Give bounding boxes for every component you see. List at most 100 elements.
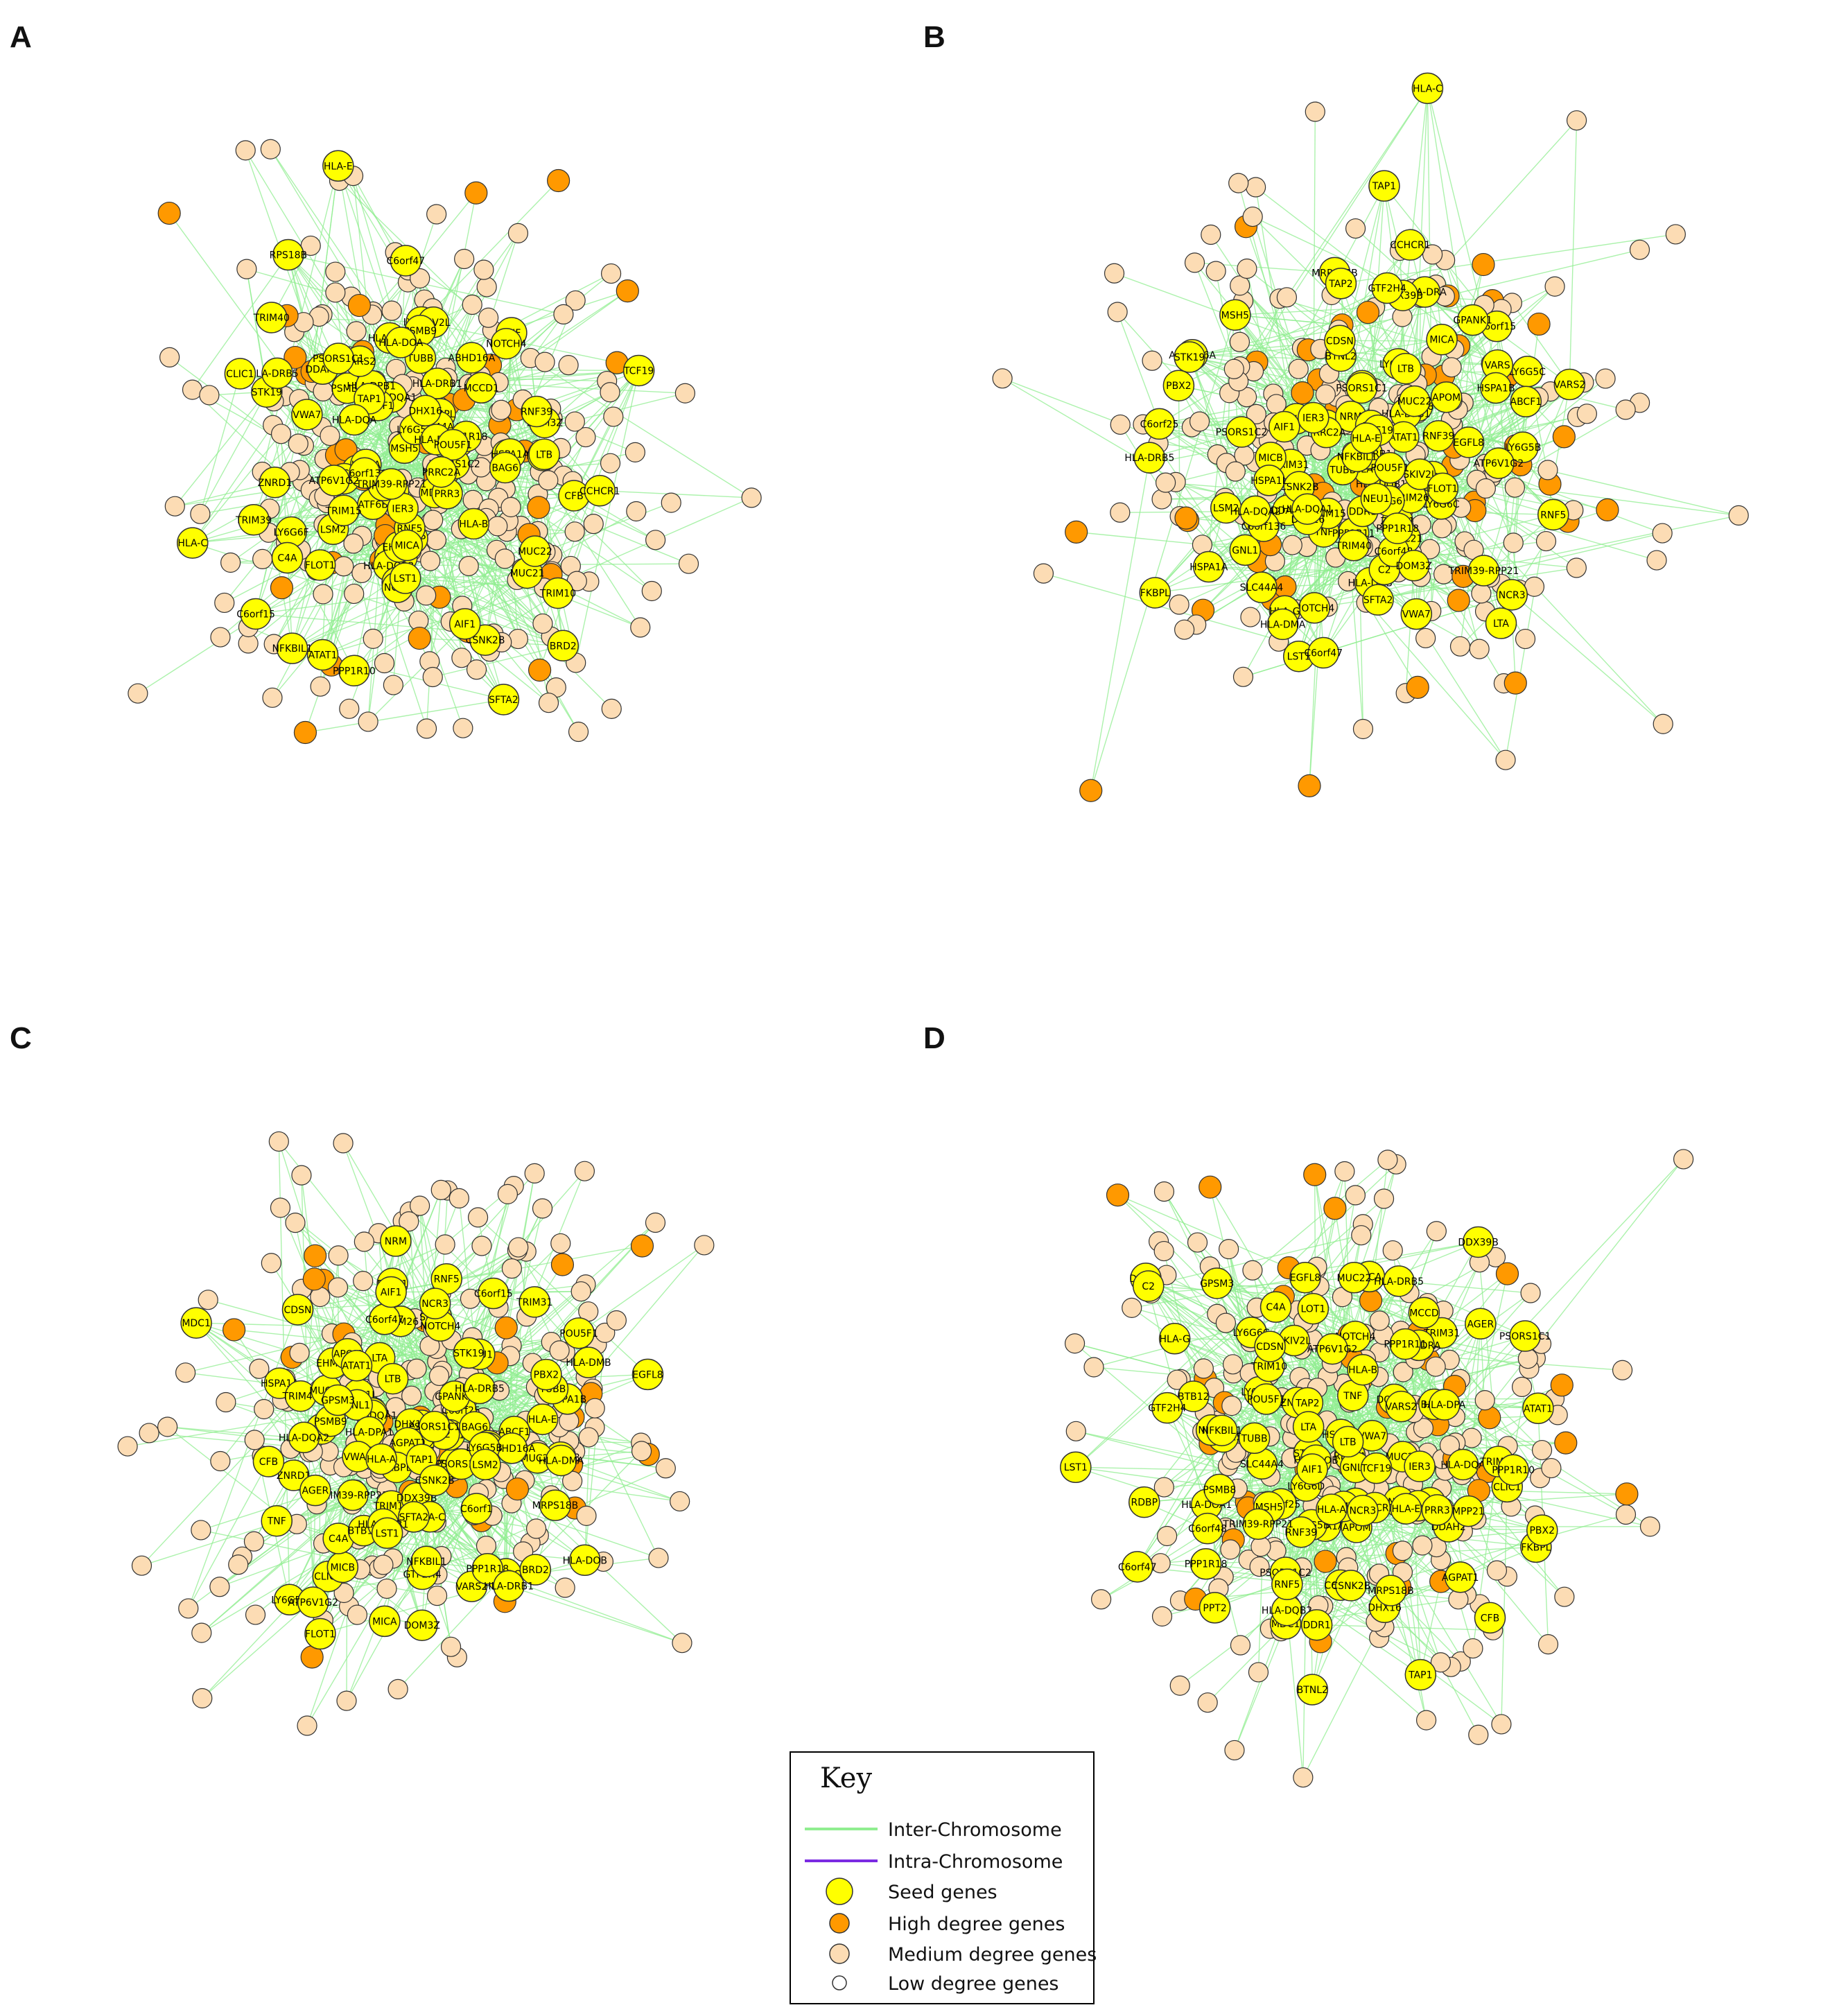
high-degree-gene-node [1356, 300, 1380, 324]
medium-degree-gene-node [648, 1547, 669, 1568]
seed-gene-label: NCR3 [1499, 590, 1526, 601]
seed-gene-node: NCR3 [1496, 579, 1528, 611]
seed-gene-circle [425, 456, 457, 488]
medium-degree-gene-node [1225, 461, 1246, 482]
seed-gene-node: HLA-A [1316, 1493, 1348, 1525]
inter-chromosome-edge [200, 373, 241, 514]
seed-gene-label: RNF5 [1540, 510, 1566, 521]
seed-gene-node: CFB [1474, 1602, 1506, 1634]
seed-gene-node: TRIM10 [539, 577, 576, 609]
seed-gene-label: C6orf15 [474, 1289, 513, 1300]
medium-degree-gene-node [285, 1213, 306, 1233]
seed-gene-node: C2 [1132, 1270, 1165, 1302]
seed-gene-label: PSORS1C1 [1499, 1331, 1551, 1342]
seed-gene-node: BRD2 [547, 630, 579, 662]
seed-gene-label: TAP2 [1328, 279, 1352, 290]
seed-gene-label: TRIM15 [325, 505, 362, 517]
medium-degree-gene-node [645, 1212, 666, 1233]
medium-degree-gene-node [1219, 1239, 1239, 1260]
high-degree-gene-node [1503, 671, 1527, 695]
seed-gene-label: TRIM39 [235, 515, 272, 526]
inter-chromosome-edge [1569, 120, 1578, 385]
medium-degree-gene-node [1334, 1161, 1355, 1182]
seed-gene-label: IER3 [392, 503, 414, 514]
medium-degree-gene-node [625, 442, 645, 462]
medium-degree-gene-node [565, 290, 586, 311]
seed-gene-circle [338, 404, 370, 436]
seed-gene-circle [584, 475, 616, 507]
medium-degree-gene-node [1415, 1710, 1437, 1731]
inter-chromosome-edge [354, 490, 600, 671]
seed-gene-label: TAP1 [1372, 181, 1396, 192]
medium-degree-gene-node [1315, 384, 1336, 405]
seed-gene-circle [490, 327, 523, 360]
legend-label: Inter-Chromosome [888, 1819, 1062, 1841]
medium-degree-gene-node [289, 1342, 310, 1363]
seed-gene-node: RPS18B [270, 239, 307, 271]
medium-degree-gene-node [426, 1586, 448, 1606]
seed-gene-label: SFTA2 [1363, 595, 1393, 606]
seed-gene-node: NEU1 [1360, 483, 1393, 514]
medium-degree-gene-node [422, 666, 443, 688]
seed-gene-label: IER3 [1302, 413, 1325, 424]
seed-gene-label: CFB [1481, 1613, 1499, 1624]
legend-entry-high-degree: High degree genes [791, 1909, 1093, 1937]
seed-gene-node: HLA-C [176, 527, 209, 559]
seed-gene-circle [465, 372, 498, 404]
seed-gene-circle [421, 367, 453, 399]
orange-circle-icon [829, 1913, 850, 1934]
seed-gene-label: ATP6V1G2 [309, 476, 360, 487]
medium-degree-gene-node [117, 1436, 138, 1457]
seed-gene-label: C6orf25 [1140, 419, 1179, 430]
seed-gene-label: HSPA1L [1250, 476, 1287, 487]
seed-gene-circle [521, 395, 552, 428]
high-degree-gene-node [1079, 779, 1103, 802]
seed-gene-node: POU5F1 [434, 428, 472, 461]
medium-degree-gene-node [1544, 276, 1565, 297]
high-degree-gene-node [1554, 1431, 1578, 1455]
seed-gene-label: LSM2 [472, 1459, 498, 1471]
medium-degree-gene-node [578, 1427, 599, 1448]
medium-degree-gene-node [670, 1491, 690, 1512]
seed-gene-label: MUC22 [1337, 1273, 1372, 1284]
seed-gene-node: HLA-E [526, 1403, 559, 1435]
medium-degree-gene-node [210, 1450, 231, 1472]
seed-gene-node: CCHCR1 [579, 475, 620, 507]
seed-gene-node: LOT1 [1297, 1292, 1330, 1325]
peach-circle-icon [829, 1943, 850, 1964]
medium-degree-gene-node [600, 263, 622, 284]
medium-degree-gene-node [416, 718, 437, 739]
seed-gene-node: LTA [1485, 607, 1517, 639]
seed-gene-node: C6orf25 [1140, 408, 1179, 440]
inter-chromosome-edge [575, 370, 640, 664]
seed-gene-label: TAP1 [409, 1455, 433, 1466]
medium-degree-gene-node [1486, 1560, 1508, 1581]
seed-gene-node: NRM [380, 1225, 412, 1257]
medium-degree-gene-node [1475, 478, 1496, 499]
network-panel-d: C4ANRMSTK19DOM32SKIV2LMICALY6G5CRDBPDHX1… [923, 1021, 1694, 1788]
seed-gene-label: LST1 [394, 573, 417, 584]
seed-gene-label: PPT2 [1203, 1603, 1226, 1614]
medium-degree-gene-node [494, 548, 515, 569]
seed-gene-label: CSNK2B [415, 1475, 455, 1486]
high-degree-gene-node [1303, 1163, 1327, 1186]
seed-gene-label: NOTCH4 [486, 339, 527, 350]
seed-gene-node: C6orf15 [236, 598, 275, 630]
seed-gene-label: ABCF1 [1510, 397, 1542, 408]
seed-gene-label: RPS18B [270, 250, 307, 261]
seed-gene-node: IER3 [387, 492, 419, 525]
medium-degree-gene-node [534, 352, 555, 372]
medium-degree-gene-node [1305, 101, 1325, 122]
medium-degree-gene-node [333, 1133, 354, 1154]
seed-gene-node: CFB [252, 1446, 285, 1477]
seed-gene-label: MSH5 [390, 443, 418, 454]
seed-gene-label: CSNK2B [466, 635, 505, 646]
seed-gene-node: LST1 [1060, 1451, 1092, 1483]
seed-gene-label: HLA-DOB [563, 1555, 607, 1566]
medium-degree-gene-node [1193, 1358, 1214, 1379]
seed-gene-node: VWA7 [1400, 598, 1433, 630]
inter-chromosome-edge [292, 502, 672, 649]
seed-gene-label: LST1 [1064, 1462, 1088, 1473]
seed-gene-circle [272, 239, 304, 271]
medium-degree-gene-node [1083, 1357, 1104, 1378]
